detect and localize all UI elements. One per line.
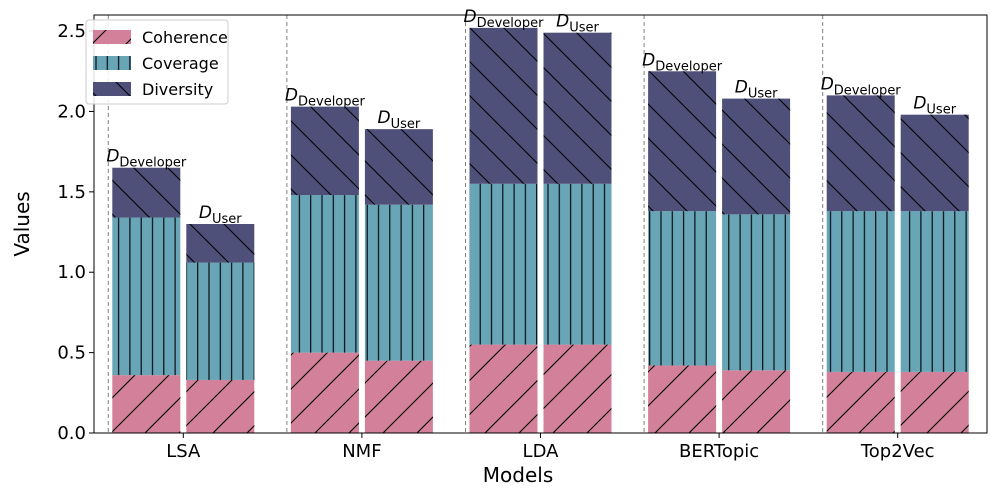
x-axis: LSA NMF LDA BERTopic Top2Vec bbox=[166, 433, 935, 462]
bar-bertopic-developer-coverage-hatch bbox=[648, 211, 717, 366]
y-tick-label-2-0: 2.0 bbox=[57, 101, 86, 122]
bar-label-bertopic-developer: DDeveloper bbox=[642, 50, 723, 74]
bar-lsa-developer-coverage-hatch bbox=[112, 217, 181, 376]
y-tick-label-1-5: 1.5 bbox=[57, 182, 86, 203]
x-tick-label-top2vec: Top2Vec bbox=[860, 441, 935, 462]
x-tick-label-lda: LDA bbox=[523, 441, 560, 462]
bar-label-nmf-developer: DDeveloper bbox=[285, 86, 366, 110]
bar-lsa-developer-diversity-hatch bbox=[112, 167, 181, 218]
bar-lda-developer-coverage-hatch bbox=[469, 183, 538, 345]
legend: Coherence Coverage Diversity bbox=[85, 19, 229, 105]
bar-nmf-developer-diversity-hatch bbox=[290, 106, 359, 196]
bar-lsa-developer-coherence-hatch bbox=[112, 375, 181, 433]
bar-lda-developer-diversity-hatch bbox=[469, 27, 538, 184]
bar-nmf-user-coherence-hatch bbox=[364, 360, 433, 433]
legend-label-coverage: Coverage bbox=[142, 54, 219, 73]
y-tick-label-2-5: 2.5 bbox=[57, 21, 86, 42]
legend-swatch-coverage-hatch bbox=[93, 56, 131, 70]
x-tick-label-lsa: LSA bbox=[166, 441, 201, 462]
bar-label-nmf-user: DUser bbox=[378, 108, 421, 132]
bar-nmf-developer-coverage-hatch bbox=[290, 195, 359, 353]
bar-label-lda-developer: DDeveloper bbox=[464, 7, 545, 31]
x-tick-label-bertopic: BERTopic bbox=[679, 441, 759, 462]
bar-top2vec-developer-coherence-hatch bbox=[826, 371, 895, 433]
bar-label-lsa-user: DUser bbox=[199, 203, 242, 227]
bar-top2vec-user-diversity-hatch bbox=[900, 114, 969, 212]
bar-label-top2vec-developer: DDeveloper bbox=[821, 74, 902, 98]
x-tick-label-nmf: NMF bbox=[342, 441, 381, 462]
y-tick-label-0-0: 0.0 bbox=[57, 423, 86, 444]
bar-lda-user-diversity-hatch bbox=[543, 32, 612, 184]
bar-nmf-developer-coherence-hatch bbox=[290, 352, 359, 433]
bar-nmf-user-coverage-hatch bbox=[364, 204, 433, 361]
y-axis: 0.0 0.5 1.0 1.5 2.0 2.5 bbox=[57, 21, 94, 444]
legend-label-diversity: Diversity bbox=[142, 80, 213, 99]
legend-label-coherence: Coherence bbox=[142, 28, 228, 47]
bar-bertopic-developer-diversity-hatch bbox=[648, 71, 717, 212]
bar-top2vec-user-coherence-hatch bbox=[900, 371, 969, 433]
legend-swatch-coherence-hatch bbox=[93, 30, 131, 44]
bar-top2vec-developer-diversity-hatch bbox=[826, 95, 895, 212]
bar-nmf-user-diversity-hatch bbox=[364, 129, 433, 205]
bar-label-bertopic-user: DUser bbox=[735, 78, 778, 102]
bar-lda-user-coherence-hatch bbox=[543, 344, 612, 433]
bar-bertopic-user-coherence-hatch bbox=[722, 370, 791, 433]
y-tick-label-0-5: 0.5 bbox=[57, 343, 86, 364]
bar-stacks bbox=[112, 27, 969, 433]
y-axis-label: Values bbox=[10, 191, 34, 256]
x-axis-label: Models bbox=[483, 463, 553, 487]
bar-top2vec-developer-coverage-hatch bbox=[826, 211, 895, 372]
bar-lda-user-coverage-hatch bbox=[543, 183, 612, 345]
bar-lsa-user-coherence-hatch bbox=[186, 379, 255, 433]
bar-lsa-user-coverage-hatch bbox=[186, 262, 255, 380]
bar-label-top2vec-user: DUser bbox=[913, 94, 956, 118]
bar-lda-developer-coherence-hatch bbox=[469, 344, 538, 433]
y-tick-label-1-0: 1.0 bbox=[57, 262, 86, 283]
bar-top2vec-user-coverage-hatch bbox=[900, 211, 969, 372]
legend-swatch-diversity-hatch bbox=[93, 82, 131, 96]
bar-bertopic-user-diversity-hatch bbox=[722, 98, 791, 215]
bar-lsa-user-diversity-hatch bbox=[186, 224, 255, 263]
bar-label-lda-user: DUser bbox=[556, 12, 599, 36]
bar-bertopic-developer-coherence-hatch bbox=[648, 365, 717, 433]
bar-label-lsa-developer: DDeveloper bbox=[106, 147, 187, 171]
bar-bertopic-user-coverage-hatch bbox=[722, 214, 791, 371]
